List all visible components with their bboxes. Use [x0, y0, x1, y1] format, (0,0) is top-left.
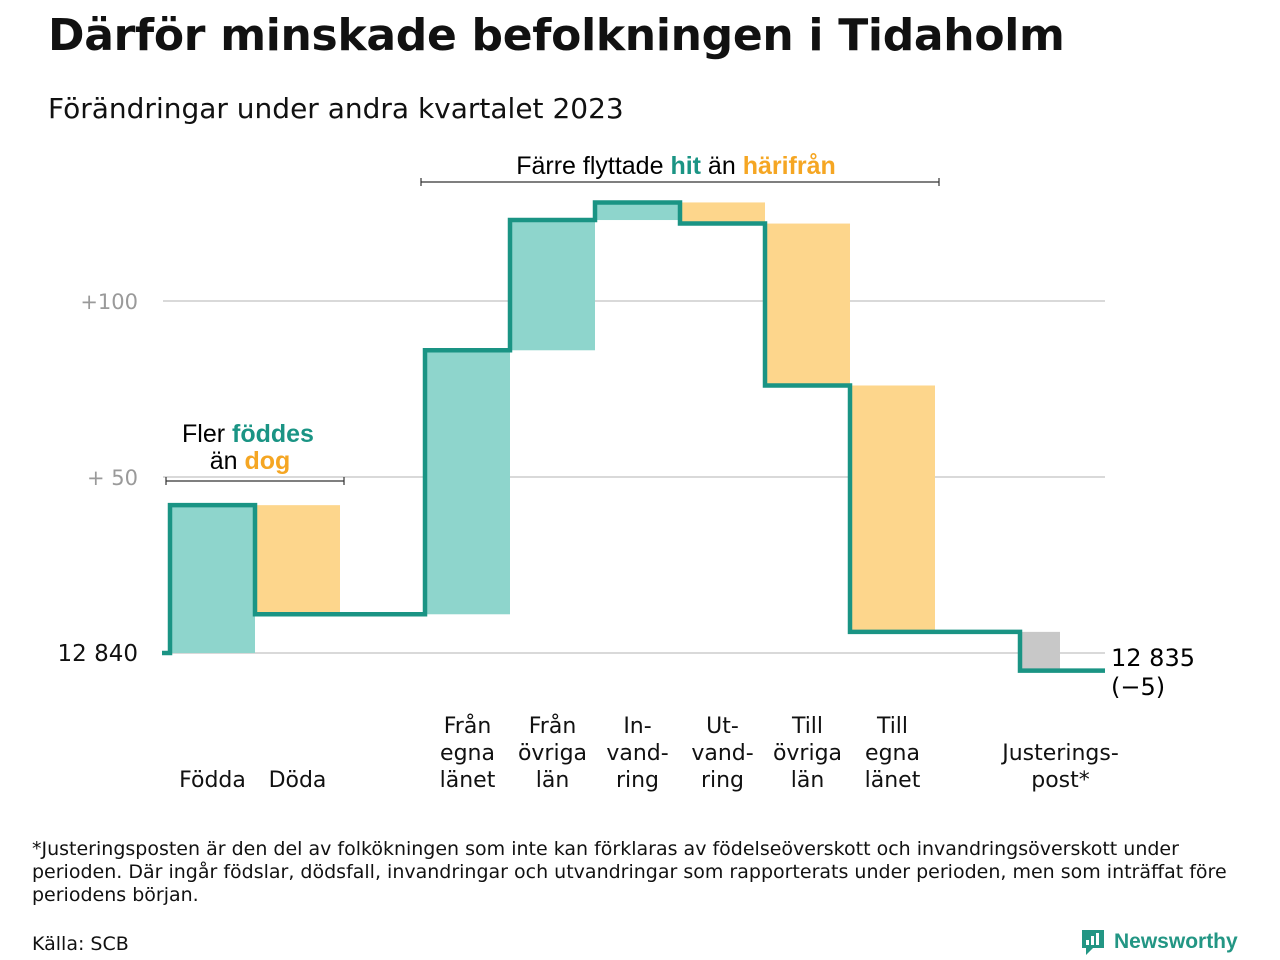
waterfall-bars [170, 202, 1060, 671]
y-tick-label: +100 [80, 290, 138, 314]
birth-annotation-line2: än dog [210, 447, 291, 475]
category-label: ring [616, 768, 659, 793]
category-label: Döda [269, 768, 327, 793]
source-label: Källa: SCB [32, 933, 129, 955]
migration-annotation: Färre flyttade hit än härifrån [516, 152, 836, 180]
category-label: länet [440, 768, 496, 793]
category-label: In- [623, 714, 651, 739]
y-tick-label: + 50 [87, 466, 138, 490]
category-label: Födda [179, 768, 246, 793]
migration-annotation-middle: än [701, 152, 743, 180]
waterfall-bar [765, 223, 850, 386]
category-label: vand- [691, 741, 753, 766]
waterfall-bar [595, 202, 680, 221]
waterfall-bar [255, 505, 340, 615]
category-label: Till [876, 714, 908, 739]
waterfall-bar [850, 385, 935, 632]
brand-logo: Newsworthy [1080, 928, 1238, 956]
chart-title: Därför minskade befolkningen i Tidaholm [48, 10, 1065, 61]
waterfall-bar [680, 202, 765, 224]
category-label: län [536, 768, 570, 793]
category-label: ring [701, 768, 744, 793]
cumulative-step-line [162, 200, 1105, 673]
footnote: *Justeringsposten är den del av folkökni… [32, 838, 1227, 906]
y-tick-label: 12 840 [58, 641, 138, 667]
category-label: Ut- [706, 714, 739, 739]
waterfall-bar [425, 350, 510, 615]
end-value-label: 12 835 [1111, 644, 1195, 672]
brand-name: Newsworthy [1114, 930, 1238, 953]
waterfall-bar [1022, 631, 1060, 671]
birth-annotation-highlight-born: föddes [232, 420, 314, 448]
annotations: Fler föddes än dog Färre flyttade hit än… [165, 152, 940, 485]
end-change-label: (−5) [1111, 673, 1165, 701]
migration-annotation-highlight-in: hit [670, 152, 701, 180]
category-label: län [791, 768, 825, 793]
newsworthy-logo-icon [1082, 930, 1104, 955]
category-label: egna [865, 741, 920, 766]
y-tick-labels: 12 840 + 50 +100 [58, 290, 138, 667]
birth-annotation-highlight-died: dog [244, 447, 290, 475]
birth-annotation-prefix: Fler [182, 420, 232, 448]
waterfall-bar [170, 505, 255, 653]
category-label: Till [791, 714, 823, 739]
waterfall-chart: 12 840+ 50+100 Födda DödaFrånegnalänetFrå… [58, 152, 1195, 793]
category-labels: Födda DödaFrånegnalänetFrånövrigalänIn-va… [179, 713, 1119, 793]
category-label: Justerings- [1000, 741, 1119, 766]
migration-annotation-highlight-out: härifrån [743, 152, 836, 180]
migration-annotation-prefix: Färre flyttade [516, 152, 670, 180]
chart-subtitle: Förändringar under andra kvartalet 2023 [48, 92, 624, 125]
category-label: vand- [606, 741, 668, 766]
birth-annotation-prefix2: än [210, 447, 245, 475]
category-label: länet [865, 768, 921, 793]
grid-lines [163, 300, 1105, 654]
category-label: egna [440, 741, 495, 766]
category-label: post* [1031, 768, 1090, 793]
category-label: övriga [518, 741, 587, 766]
category-label: övriga [773, 741, 842, 766]
birth-annotation-line1: Fler föddes [182, 420, 314, 448]
waterfall-bar [510, 220, 595, 351]
category-label: Från [444, 713, 492, 739]
category-label: Från [529, 713, 577, 739]
